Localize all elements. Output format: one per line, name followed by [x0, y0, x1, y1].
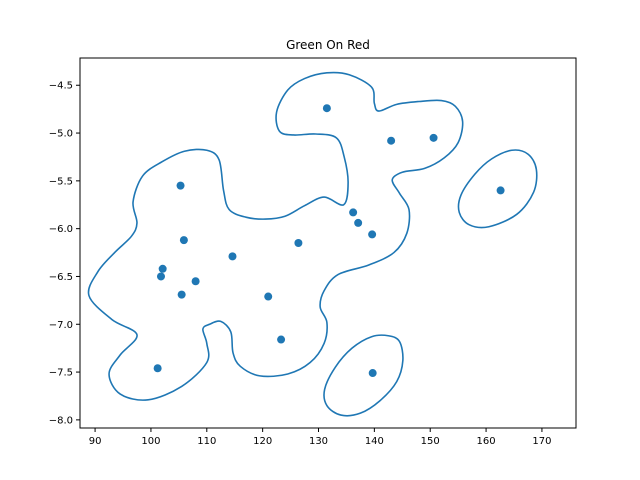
scatter-point — [322, 104, 331, 113]
contour-line-3 — [323, 334, 404, 417]
scatter-point — [354, 218, 363, 227]
scatter-point — [177, 290, 186, 299]
scatter-point — [277, 335, 286, 344]
y-tick-label: −5.5 — [49, 176, 73, 187]
scatter-point — [349, 208, 358, 217]
x-tick-label: 120 — [253, 436, 272, 447]
contour-line-2 — [457, 149, 538, 229]
contour-line-1 — [87, 71, 464, 401]
scatter-point — [228, 252, 237, 261]
x-tick-label: 110 — [197, 436, 216, 447]
y-tick-label: −8.0 — [49, 415, 73, 426]
scatter-point — [429, 133, 438, 142]
scatter-point — [368, 369, 377, 378]
y-tick-label: −7.0 — [49, 320, 73, 331]
chart-title: Green On Red — [286, 38, 370, 52]
y-tick-label: −7.5 — [49, 368, 73, 379]
y-tick-label: −6.5 — [49, 272, 73, 283]
plot-area-frame — [79, 57, 577, 429]
y-tick-label: −6.0 — [49, 224, 73, 235]
scatter-point — [387, 136, 396, 145]
scatter-point — [153, 364, 162, 373]
x-tick-label: 160 — [477, 436, 496, 447]
x-tick-label: 130 — [309, 436, 328, 447]
x-tick-label: 150 — [421, 436, 440, 447]
scatter-point — [264, 292, 273, 301]
x-tick-label: 100 — [141, 436, 160, 447]
y-tick-label: −5.0 — [49, 129, 73, 140]
scatter-point — [179, 236, 188, 245]
x-tick-label: 170 — [532, 436, 551, 447]
scatter-point — [191, 277, 200, 286]
scatter-point — [176, 181, 185, 190]
y-tick-label: −4.5 — [49, 81, 73, 92]
scatter-point — [368, 230, 377, 239]
scatter-point — [158, 264, 167, 273]
scatter-point — [156, 272, 165, 281]
x-tick-label: 140 — [365, 436, 384, 447]
scatter-point — [496, 186, 505, 195]
scatter-point — [294, 239, 303, 247]
x-tick-label: 90 — [89, 436, 102, 447]
